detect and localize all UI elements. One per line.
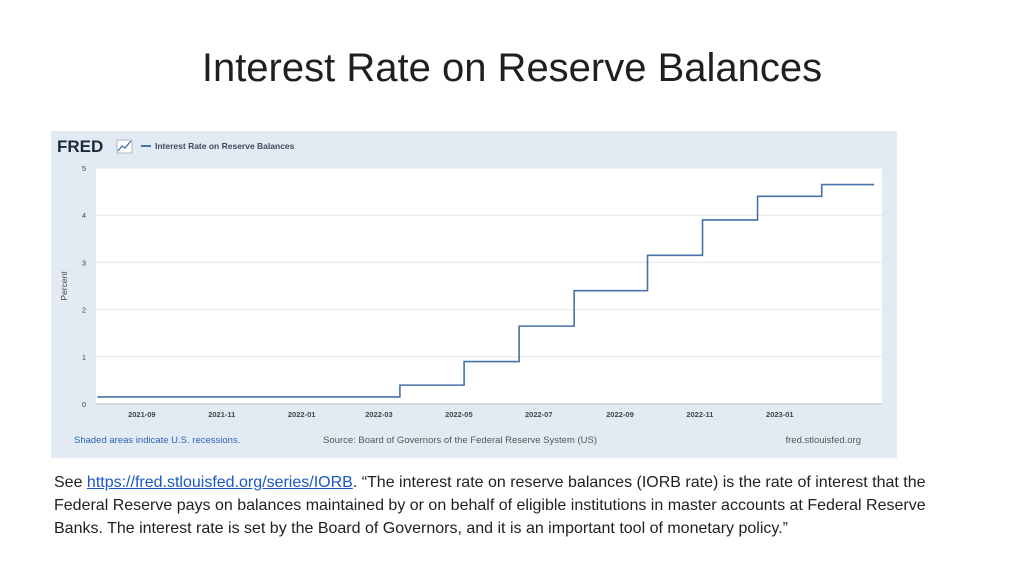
series-layer — [97, 183, 875, 398]
y-tick-label: 5 — [82, 164, 86, 173]
x-tick-label: 2021-11 — [208, 410, 235, 419]
x-tick-label: 2022-09 — [606, 410, 634, 419]
iorb-link[interactable]: https://fred.stlouisfed.org/series/IORB — [86, 474, 353, 491]
source-note: Source: Board of Governors of the Federa… — [323, 435, 597, 446]
x-tick-label: 2022-03 — [365, 410, 393, 419]
fred-site-link[interactable]: fred.stlouisfed.org — [785, 435, 861, 446]
caption-body: . “The interest rate on reserve balances… — [54, 474, 926, 537]
y-tick-label: 2 — [82, 306, 86, 315]
x-tick-label: 2022-07 — [525, 410, 553, 419]
legend-label: Interest Rate on Reserve Balances — [155, 141, 295, 151]
grid-lines — [96, 167, 882, 405]
fred-logo-icon — [116, 139, 133, 154]
slide-title: Interest Rate on Reserve Balances — [201, 46, 823, 90]
y-tick-label: 4 — [82, 211, 86, 220]
y-tick-labels: 0 1 2 3 4 5 — [82, 164, 86, 409]
x-tick-label: 2022-01 — [288, 410, 316, 419]
fred-chart-panel: FRED Interest Rate on Reserve Balances 0… — [51, 131, 897, 458]
y-tick-label: 1 — [82, 353, 86, 362]
y-tick-label: 3 — [82, 258, 86, 267]
y-tick-label: 0 — [82, 400, 86, 409]
caption-paragraph: See https://fred.stlouisfed.org/series/I… — [54, 471, 974, 540]
plot-area — [96, 168, 882, 404]
fred-logo-text: FRED — [57, 137, 103, 156]
series-line — [97, 183, 875, 398]
x-tick-label: 2022-11 — [686, 410, 713, 419]
x-tick-label: 2021-09 — [128, 410, 156, 419]
x-tick-label: 2022-05 — [445, 410, 473, 419]
caption-prefix: See — [54, 474, 87, 491]
fred-chart-svg: FRED Interest Rate on Reserve Balances 0… — [57, 137, 882, 446]
recession-note: Shaded areas indicate U.S. recessions. — [74, 435, 240, 446]
y-axis-label: Percent — [59, 271, 69, 301]
x-tick-labels: 2021-09 2021-11 2022-01 2022-03 2022-05 2022-… — [128, 410, 794, 419]
x-tick-label: 2023-01 — [766, 410, 794, 419]
